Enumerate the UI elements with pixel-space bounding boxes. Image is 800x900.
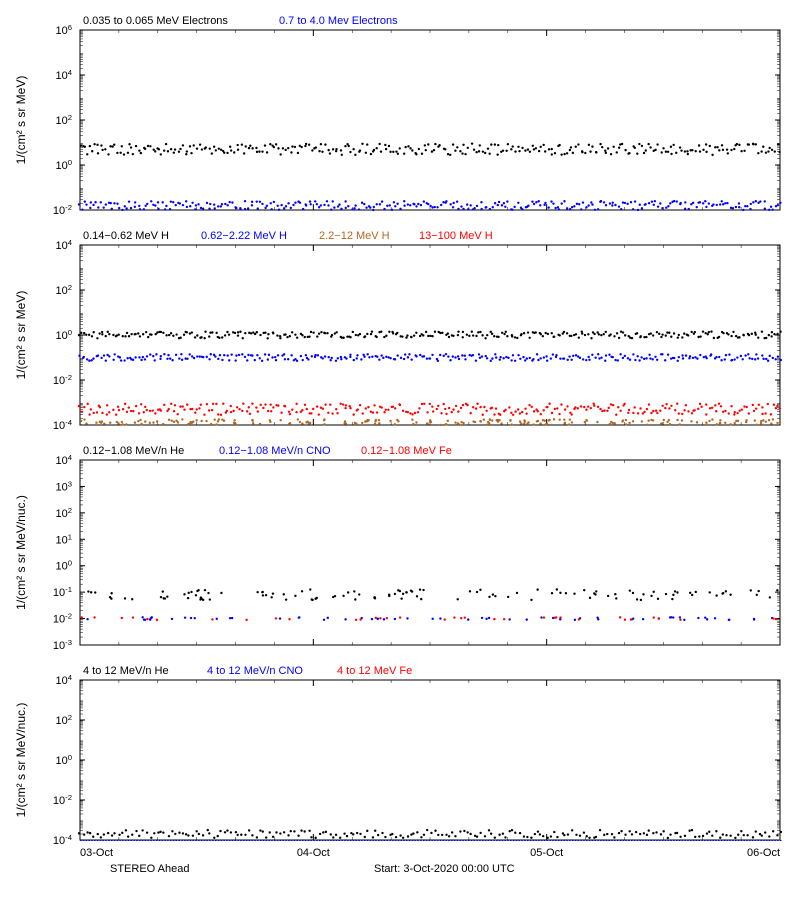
svg-text:10-2: 10-2 bbox=[53, 611, 72, 626]
svg-text:104: 104 bbox=[55, 673, 72, 688]
legend-entry: 0.035 to 0.065 MeV Electrons bbox=[83, 15, 228, 27]
svg-text:100: 100 bbox=[55, 158, 72, 173]
svg-text:06-Oct: 06-Oct bbox=[747, 847, 780, 859]
svg-text:100: 100 bbox=[55, 753, 72, 768]
footer-left: STEREO Ahead bbox=[110, 863, 190, 875]
svg-text:104: 104 bbox=[55, 453, 72, 468]
svg-text:100: 100 bbox=[55, 328, 72, 343]
svg-text:10-2: 10-2 bbox=[53, 793, 72, 808]
svg-text:04-Oct: 04-Oct bbox=[297, 847, 330, 859]
y-axis-label: 1/(cm² s sr MeV) bbox=[14, 76, 28, 165]
chart-svg: 10-2 100 102 104 106 1/(cm² s sr MeV) 0.035 to… bbox=[0, 0, 800, 900]
y-axis-label: 1/(cm² s sr MeV/nuc.) bbox=[14, 495, 28, 610]
y-axis-label: 1/(cm² s sr MeV/nuc.) bbox=[14, 703, 28, 818]
legend-entry: 0.12−1.08 MeV/n He bbox=[83, 445, 184, 457]
legend-entry: 0.12−1.08 MeV/n CNO bbox=[219, 445, 331, 457]
svg-text:10-2: 10-2 bbox=[53, 203, 72, 218]
legend-entry: 0.7 to 4.0 Mev Electrons bbox=[279, 15, 398, 27]
svg-text:104: 104 bbox=[55, 238, 72, 253]
footer-center: Start: 3-Oct-2020 00:00 UTC bbox=[374, 863, 515, 875]
svg-text:102: 102 bbox=[55, 113, 72, 128]
svg-text:102: 102 bbox=[55, 283, 72, 298]
legend-entry: 13−100 MeV H bbox=[419, 230, 493, 242]
series-group bbox=[78, 330, 782, 426]
legend-entry: 2.2−12 MeV H bbox=[319, 230, 390, 242]
legend-entry: 4 to 12 MeV/n He bbox=[83, 665, 169, 677]
svg-text:106: 106 bbox=[55, 23, 72, 38]
series-group bbox=[78, 142, 782, 211]
legend-entry: 0.62−2.22 MeV H bbox=[201, 230, 287, 242]
svg-text:10-3: 10-3 bbox=[53, 638, 72, 653]
series-group bbox=[81, 588, 779, 621]
legend-entry: 4 to 12 MeV Fe bbox=[337, 665, 412, 677]
svg-text:103: 103 bbox=[55, 479, 72, 494]
svg-text:10-4: 10-4 bbox=[53, 418, 73, 433]
svg-text:104: 104 bbox=[55, 68, 72, 83]
svg-text:102: 102 bbox=[55, 505, 72, 520]
svg-text:100: 100 bbox=[55, 558, 72, 573]
svg-text:101: 101 bbox=[55, 532, 72, 547]
legend-entry: 4 to 12 MeV/n CNO bbox=[207, 665, 303, 677]
legend-entry: 0.14−0.62 MeV H bbox=[83, 230, 169, 242]
svg-text:05-Oct: 05-Oct bbox=[530, 847, 563, 859]
chart-container: 10-2 100 102 104 106 1/(cm² s sr MeV) 0.035 to… bbox=[0, 0, 800, 900]
svg-text:10-1: 10-1 bbox=[53, 585, 72, 600]
svg-text:10-4: 10-4 bbox=[53, 833, 73, 848]
svg-text:10-2: 10-2 bbox=[53, 373, 72, 388]
y-axis-label: 1/(cm² s sr MeV) bbox=[14, 291, 28, 380]
svg-text:102: 102 bbox=[55, 713, 72, 728]
legend-entry: 0.12−1.08 MeV Fe bbox=[361, 445, 452, 457]
svg-text:03-Oct: 03-Oct bbox=[80, 847, 113, 859]
